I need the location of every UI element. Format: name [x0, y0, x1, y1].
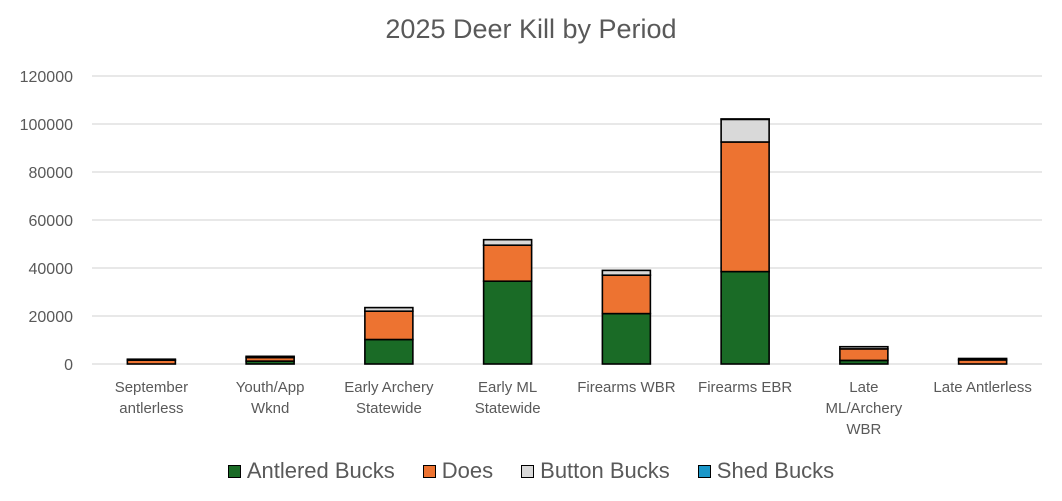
x-tick-label-line: September	[115, 379, 188, 396]
x-tick-label: September antlerless	[115, 379, 188, 417]
bar-segment-button-bucks	[720, 118, 770, 143]
bars	[126, 118, 1008, 365]
y-tick-label: 60000	[29, 213, 74, 230]
bar-segment-does	[364, 310, 414, 341]
bar-segment-does	[839, 348, 889, 362]
bar-segment-antlered-bucks	[482, 280, 533, 365]
bar-stack	[601, 269, 652, 365]
bar-segment-button-bucks	[601, 269, 652, 276]
bar-stack	[957, 357, 1008, 365]
y-tick-label: 120000	[20, 69, 73, 86]
x-tick-label-line: Early ML	[478, 379, 537, 396]
bar-stack	[839, 345, 889, 365]
y-tick-label: 20000	[29, 309, 74, 326]
x-tick-label-line: Firearms EBR	[698, 379, 792, 396]
legend-label: Shed Bucks	[716, 458, 835, 483]
x-tick-label-line: antlerless	[119, 400, 183, 417]
y-tick-label: 80000	[29, 165, 74, 182]
x-tick-label: Firearms EBR	[698, 379, 792, 396]
chart-title: 2025 Deer Kill by Period	[385, 14, 677, 44]
legend-label: Antlered Bucks	[246, 458, 395, 483]
x-tick-label-line: Early Archery	[344, 379, 434, 396]
x-tick-label-line: WBR	[846, 421, 881, 438]
y-axis-tick-labels: 0 20000 40000 60000 80000 100000 120000	[20, 69, 73, 374]
x-tick-label: Late Antlerless	[933, 379, 1031, 396]
bar-segment-shed-bucks	[720, 118, 770, 121]
legend-item: Does	[422, 458, 494, 484]
bar-segment-does	[482, 244, 533, 282]
bar-segment-antlered-bucks	[601, 312, 652, 365]
x-tick-label-line: Wknd	[251, 400, 289, 417]
legend-swatch	[521, 464, 535, 478]
x-tick-label: Early ML Statewide	[475, 379, 541, 417]
bar-segment-antlered-bucks	[720, 270, 770, 365]
legend-item: Antlered Bucks	[227, 458, 395, 484]
bar-segment-button-bucks	[364, 306, 414, 313]
legend-swatch	[227, 464, 241, 478]
legend-item: Shed Bucks	[697, 458, 835, 484]
x-tick-label-line: ML/Archery	[826, 400, 903, 417]
bar-segment-button-bucks	[957, 357, 1008, 361]
bar-segment-does	[720, 141, 770, 273]
bar-stack	[126, 358, 177, 365]
bar-segment-button-bucks	[126, 358, 177, 361]
bar-segment-does	[601, 274, 652, 315]
legend-label: Does	[441, 458, 494, 483]
legend-label: Button Bucks	[540, 458, 670, 483]
bar-stack	[482, 238, 533, 365]
legend-swatch	[697, 464, 711, 478]
y-tick-label: 100000	[20, 117, 73, 134]
bar-stack	[245, 355, 295, 365]
x-tick-label-line: Statewide	[356, 400, 422, 417]
x-tick-label: Youth/App Wknd	[236, 379, 305, 417]
x-tick-label-line: Youth/App	[236, 379, 305, 396]
y-tick-label: 40000	[29, 261, 74, 278]
gridlines	[92, 75, 1042, 365]
bar-segment-button-bucks	[245, 355, 295, 359]
y-tick-label: 0	[64, 357, 73, 374]
x-tick-label-line: Statewide	[475, 400, 541, 417]
legend: Antlered Bucks Does Button Bucks Shed Bucks	[0, 458, 1062, 484]
bar-segment-button-bucks	[839, 345, 889, 350]
legend-swatch	[422, 464, 436, 478]
legend-item: Button Bucks	[521, 458, 670, 484]
bar-stack	[364, 306, 414, 365]
x-tick-label-line: Firearms WBR	[577, 379, 675, 396]
x-tick-label: Firearms WBR	[577, 379, 675, 396]
bar-segment-button-bucks	[482, 238, 533, 246]
x-tick-label: Early Archery Statewide	[344, 379, 434, 417]
x-tick-label-line: Late	[849, 379, 878, 396]
x-tick-label: Late ML/Archery WBR	[826, 379, 903, 438]
x-axis-tick-labels: September antlerless Youth/App Wknd Early Ar…	[115, 379, 1032, 438]
x-tick-label-line: Late Antlerless	[933, 379, 1031, 396]
bar-segment-antlered-bucks	[364, 338, 414, 365]
bar-stack	[720, 118, 770, 365]
